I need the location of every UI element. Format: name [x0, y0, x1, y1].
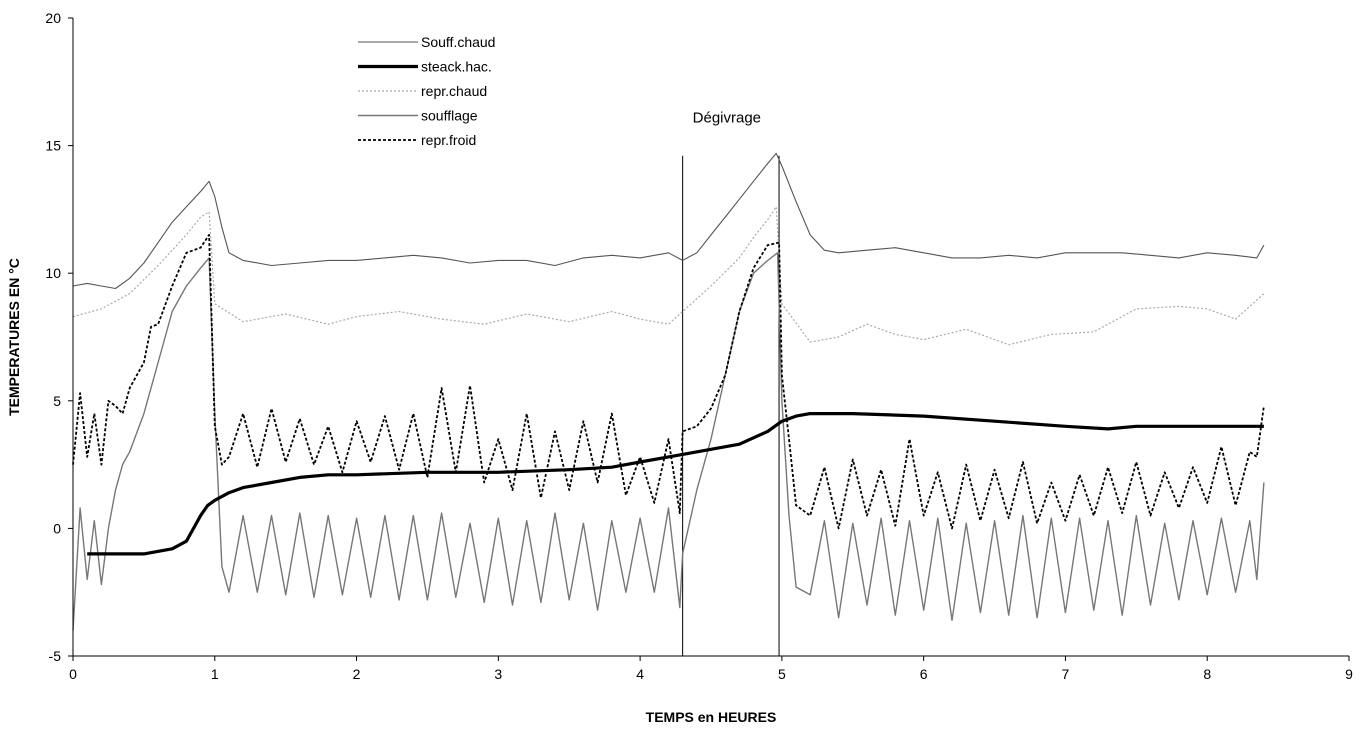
x-tick-label: 2 [353, 666, 361, 682]
legend-label: soufflage [421, 108, 478, 124]
plot-lines [72, 152, 1265, 656]
y-tick-label: 15 [45, 138, 61, 154]
x-tick-label: 3 [494, 666, 502, 682]
y-axis-title: TEMPERATURES EN °C [6, 258, 22, 416]
series-line-repr-froid [72, 234, 1265, 530]
legend-label: steack.hac. [421, 59, 492, 75]
legend-label: repr.froid [421, 132, 476, 148]
axes: 0 1 2 3 4 5 6 7 8 9 -5 0 5 10 15 20 [45, 10, 1353, 682]
series-line-repr-chaud [72, 206, 1265, 346]
y-tick-label: 5 [53, 393, 61, 409]
x-tick-label: 8 [1203, 666, 1211, 682]
legend-label: Souff.chaud [421, 34, 495, 50]
x-tick-label: 6 [920, 666, 928, 682]
defrost-annotation: Dégivrage [693, 110, 761, 127]
x-tick-label: 5 [778, 666, 786, 682]
x-ticks: 0 1 2 3 4 5 6 7 8 9 [69, 656, 1353, 682]
series-line-steack-hac [87, 412, 1264, 556]
x-tick-label: 0 [69, 666, 77, 682]
series-line-soufflage [72, 252, 1265, 631]
x-tick-label: 7 [1062, 666, 1070, 682]
y-tick-label: 20 [45, 10, 61, 26]
x-tick-label: 1 [211, 666, 219, 682]
legend-label: repr.chaud [421, 83, 487, 99]
x-tick-label: 4 [636, 666, 644, 682]
y-tick-label: -5 [49, 648, 62, 664]
x-tick-label: 9 [1345, 666, 1353, 682]
x-axis-title: TEMPS en HEURES [646, 709, 777, 725]
legend: Souff.chaud steack.hac. repr.chaud soufflag… [358, 34, 495, 148]
y-tick-label: 10 [45, 265, 61, 281]
y-ticks: -5 0 5 10 15 20 [45, 10, 73, 664]
series-line-souff-chaud [72, 152, 1265, 290]
y-tick-label: 0 [53, 520, 61, 536]
